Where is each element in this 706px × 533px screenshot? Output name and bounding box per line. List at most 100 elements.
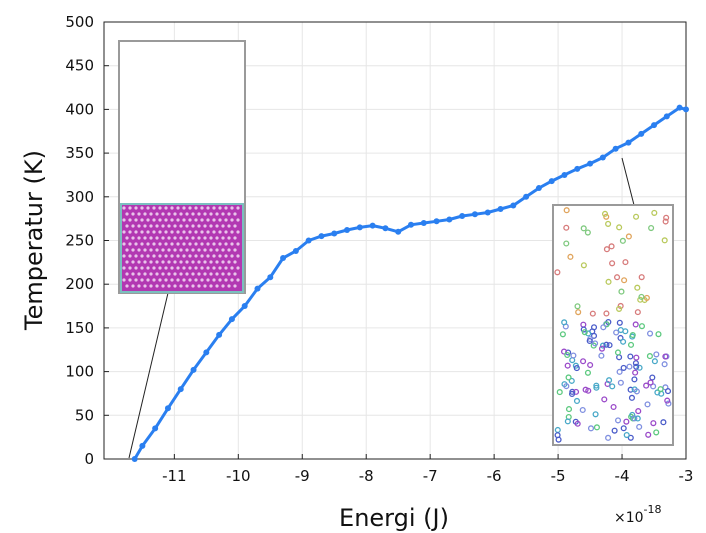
crystal-atom bbox=[161, 248, 165, 252]
liquid-atom bbox=[627, 434, 634, 441]
crystal-atom bbox=[218, 266, 222, 270]
crystal-atom bbox=[161, 260, 165, 264]
crystal-atom bbox=[224, 254, 228, 258]
liquid-atom bbox=[613, 329, 620, 336]
data-point bbox=[561, 171, 568, 178]
liquid-atom bbox=[581, 329, 588, 336]
crystal-atom bbox=[179, 272, 183, 276]
liquid-atom bbox=[593, 384, 600, 391]
liquid-atom bbox=[556, 389, 563, 396]
crystal-atom bbox=[161, 212, 165, 216]
y-tick-label: 150 bbox=[65, 319, 94, 337]
crystal-atom bbox=[200, 254, 204, 258]
crystal-atom bbox=[236, 266, 240, 270]
data-point bbox=[267, 274, 274, 281]
crystal-atom bbox=[221, 212, 225, 216]
data-point bbox=[651, 122, 658, 129]
crystal-atom bbox=[206, 278, 210, 282]
liquid-atom bbox=[580, 262, 587, 269]
crystal-atom bbox=[176, 242, 180, 246]
crystal-atom bbox=[224, 266, 228, 270]
x-tick-label: -4 bbox=[615, 467, 630, 485]
crystal-atom bbox=[170, 242, 174, 246]
crystal-atom bbox=[194, 230, 198, 234]
liquid-atom bbox=[584, 229, 591, 236]
crystal-atom bbox=[170, 278, 174, 282]
liquid-atom bbox=[590, 324, 598, 331]
crystal-atom bbox=[218, 230, 222, 234]
crystal-atom bbox=[227, 236, 231, 240]
crystal-atom bbox=[191, 212, 195, 216]
crystal-atom bbox=[146, 254, 150, 258]
crystal-atom bbox=[230, 218, 234, 222]
liquid-atom bbox=[593, 424, 600, 431]
data-point bbox=[510, 202, 517, 209]
crystal-atom bbox=[233, 248, 237, 252]
crystal-atom bbox=[182, 230, 186, 234]
crystal-atom bbox=[218, 218, 222, 222]
liquid-atom bbox=[664, 388, 672, 395]
crystal-atom bbox=[140, 218, 144, 222]
crystal-atom bbox=[221, 236, 225, 240]
x-multiplier-exponent: -18 bbox=[644, 503, 662, 516]
liquid-atom bbox=[587, 425, 595, 432]
crystal-atom bbox=[167, 284, 171, 288]
liquid-atom bbox=[646, 330, 654, 337]
data-point bbox=[420, 220, 427, 227]
crystal-atom bbox=[158, 254, 162, 258]
crystal-atoms bbox=[122, 206, 240, 288]
crystal-atom bbox=[176, 218, 180, 222]
liquid-atom bbox=[665, 400, 672, 407]
crystal-atom bbox=[149, 260, 153, 264]
data-point bbox=[318, 233, 325, 240]
crystal-atom bbox=[188, 218, 192, 222]
crystal-atom bbox=[224, 242, 228, 246]
crystal-atom bbox=[182, 278, 186, 282]
crystal-atom bbox=[179, 236, 183, 240]
liquid-atom bbox=[653, 429, 660, 436]
crystal-atom bbox=[227, 284, 231, 288]
liquid-atom bbox=[632, 321, 639, 328]
crystal-atom bbox=[173, 284, 177, 288]
liquid-atom bbox=[605, 278, 612, 285]
liquid-atom bbox=[617, 302, 624, 309]
liquid-atom bbox=[633, 363, 640, 370]
data-point bbox=[625, 139, 632, 146]
liquid-atom bbox=[653, 351, 660, 358]
liquid-atom bbox=[620, 338, 627, 345]
crystal-atom bbox=[152, 278, 156, 282]
crystal-atom bbox=[197, 248, 201, 252]
liquid-atom bbox=[561, 319, 568, 326]
crystal-atom bbox=[158, 218, 162, 222]
liquid-atom bbox=[645, 431, 652, 438]
liquid-atom bbox=[664, 397, 671, 404]
liquid-atom bbox=[565, 406, 573, 413]
liquid-atom bbox=[634, 415, 641, 422]
crystal-atom bbox=[224, 206, 228, 210]
crystal-atom bbox=[164, 230, 168, 234]
liquid-atom bbox=[567, 253, 574, 260]
crystal-atom bbox=[185, 236, 189, 240]
liquid-atom bbox=[568, 377, 575, 384]
liquid-atom bbox=[617, 379, 624, 386]
liquid-atom bbox=[601, 210, 609, 217]
liquid-atom bbox=[633, 354, 640, 361]
liquid-atom bbox=[634, 284, 641, 291]
x-tick-label: -6 bbox=[487, 467, 502, 485]
crystal-atom bbox=[179, 260, 183, 264]
crystal-atom bbox=[164, 218, 168, 222]
liquid-atom bbox=[636, 423, 643, 430]
liquid-atom bbox=[605, 220, 612, 227]
crystal-atom bbox=[152, 254, 156, 258]
crystal-atom bbox=[200, 230, 204, 234]
crystal-atom bbox=[218, 278, 222, 282]
x-tick-label: -5 bbox=[551, 467, 566, 485]
liquid-atom bbox=[631, 376, 638, 383]
inset-right-pointer bbox=[621, 157, 635, 206]
liquid-atom bbox=[580, 358, 587, 365]
liquid-atom bbox=[599, 342, 607, 349]
liquid-atom bbox=[592, 340, 599, 347]
crystal-atom bbox=[188, 206, 192, 210]
y-tick-label: 50 bbox=[75, 406, 94, 424]
